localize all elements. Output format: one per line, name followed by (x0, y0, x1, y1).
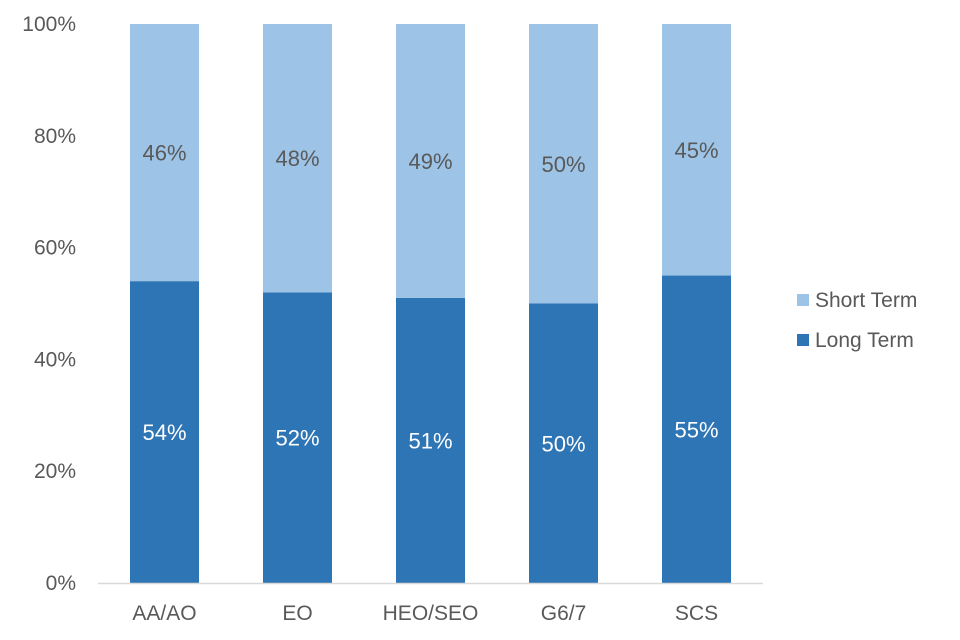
y-tick-label: 100% (22, 13, 76, 36)
legend-label: Short Term (815, 289, 917, 312)
bar-segment-long-term (130, 281, 199, 583)
data-label: 49% (408, 149, 452, 174)
legend-swatch (797, 294, 809, 306)
data-labels: 54% 46% 52% 48% 51% 49% 50% 50% 55% 45% (142, 138, 718, 456)
bar-segment-short-term (130, 24, 199, 282)
y-tick-label: 40% (34, 348, 76, 371)
data-label: 50% (541, 152, 585, 177)
y-tick-label: 20% (34, 460, 76, 483)
x-tick-label: AA/AO (132, 602, 196, 625)
data-label: 52% (275, 426, 319, 451)
legend: Short Term Long Term (797, 289, 917, 352)
data-label: 50% (541, 431, 585, 456)
data-label: 55% (674, 417, 718, 442)
y-tick-label: 0% (46, 572, 76, 595)
bar-segment-long-term (396, 297, 465, 583)
data-label: 46% (142, 141, 186, 166)
bars (130, 24, 731, 583)
data-label: 51% (408, 428, 452, 453)
bar-segment-short-term (529, 24, 598, 304)
y-tick-label: 80% (34, 125, 76, 148)
bar-segment-short-term (662, 24, 731, 276)
bar-segment-short-term (396, 24, 465, 298)
x-tick-label: EO (282, 602, 312, 625)
data-label: 54% (142, 420, 186, 445)
data-label: 45% (674, 138, 718, 163)
x-axis: AA/AO EO HEO/SEO G6/7 SCS (98, 582, 763, 625)
y-tick-label: 60% (34, 237, 76, 260)
bar-segment-long-term (529, 303, 598, 583)
x-tick-label: SCS (675, 602, 718, 625)
x-tick-label: G6/7 (541, 602, 587, 625)
data-label: 48% (275, 146, 319, 171)
bar-segment-long-term (662, 275, 731, 583)
legend-label: Long Term (815, 329, 914, 352)
bar-segment-long-term (263, 292, 332, 583)
bar-segment-short-term (263, 24, 332, 293)
legend-swatch (797, 334, 809, 346)
x-tick-label: HEO/SEO (383, 602, 479, 625)
y-axis: 0% 20% 40% 60% 80% 100% (22, 13, 76, 595)
